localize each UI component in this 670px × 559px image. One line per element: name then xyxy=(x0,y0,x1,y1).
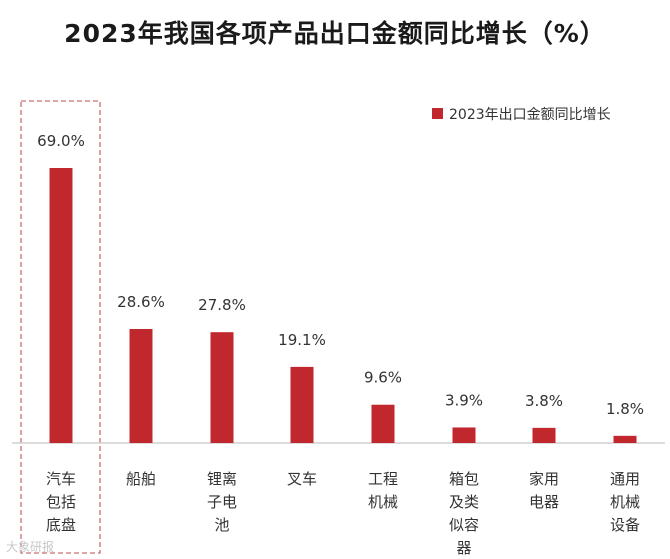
chart-title: 2023年我国各项产品出口金额同比增长（%） xyxy=(64,19,606,48)
x-tick-label-1: 汽车包括底盘 xyxy=(46,470,76,534)
data-label-2: 28.6% xyxy=(117,293,165,311)
data-label-8: 1.8% xyxy=(606,400,644,418)
data-label-4: 19.1% xyxy=(278,331,326,349)
x-tick-label-3: 锂离子电池 xyxy=(207,470,237,534)
bar-3 xyxy=(210,332,234,443)
highlight-frame xyxy=(20,100,101,554)
x-tick-label-8: 通用机械设备 xyxy=(610,470,640,534)
x-tick-label-7: 家用电器 xyxy=(529,470,559,511)
x-tick-label-4: 叉车 xyxy=(287,470,317,488)
data-label-1: 69.0% xyxy=(37,132,85,150)
data-label-5: 9.6% xyxy=(364,369,402,387)
legend-label: 2023年出口金额同比增长 xyxy=(449,107,611,123)
bar-5 xyxy=(371,404,395,443)
bar-1 xyxy=(49,168,73,443)
bar-7 xyxy=(532,427,556,443)
watermark: 大象研报 xyxy=(6,540,55,554)
data-label-7: 3.8% xyxy=(525,392,563,410)
bar-6 xyxy=(452,427,476,443)
bar-4 xyxy=(290,366,314,443)
bar-2 xyxy=(129,329,153,443)
data-label-6: 3.9% xyxy=(445,391,483,409)
legend-swatch xyxy=(432,108,443,119)
x-tick-label-5: 工程机械 xyxy=(368,470,398,511)
data-label-3: 27.8% xyxy=(198,296,246,314)
x-tick-label-2: 船舶 xyxy=(126,470,156,488)
bar-8 xyxy=(613,435,637,443)
x-tick-label-6: 箱包及类似容器 xyxy=(449,470,479,557)
